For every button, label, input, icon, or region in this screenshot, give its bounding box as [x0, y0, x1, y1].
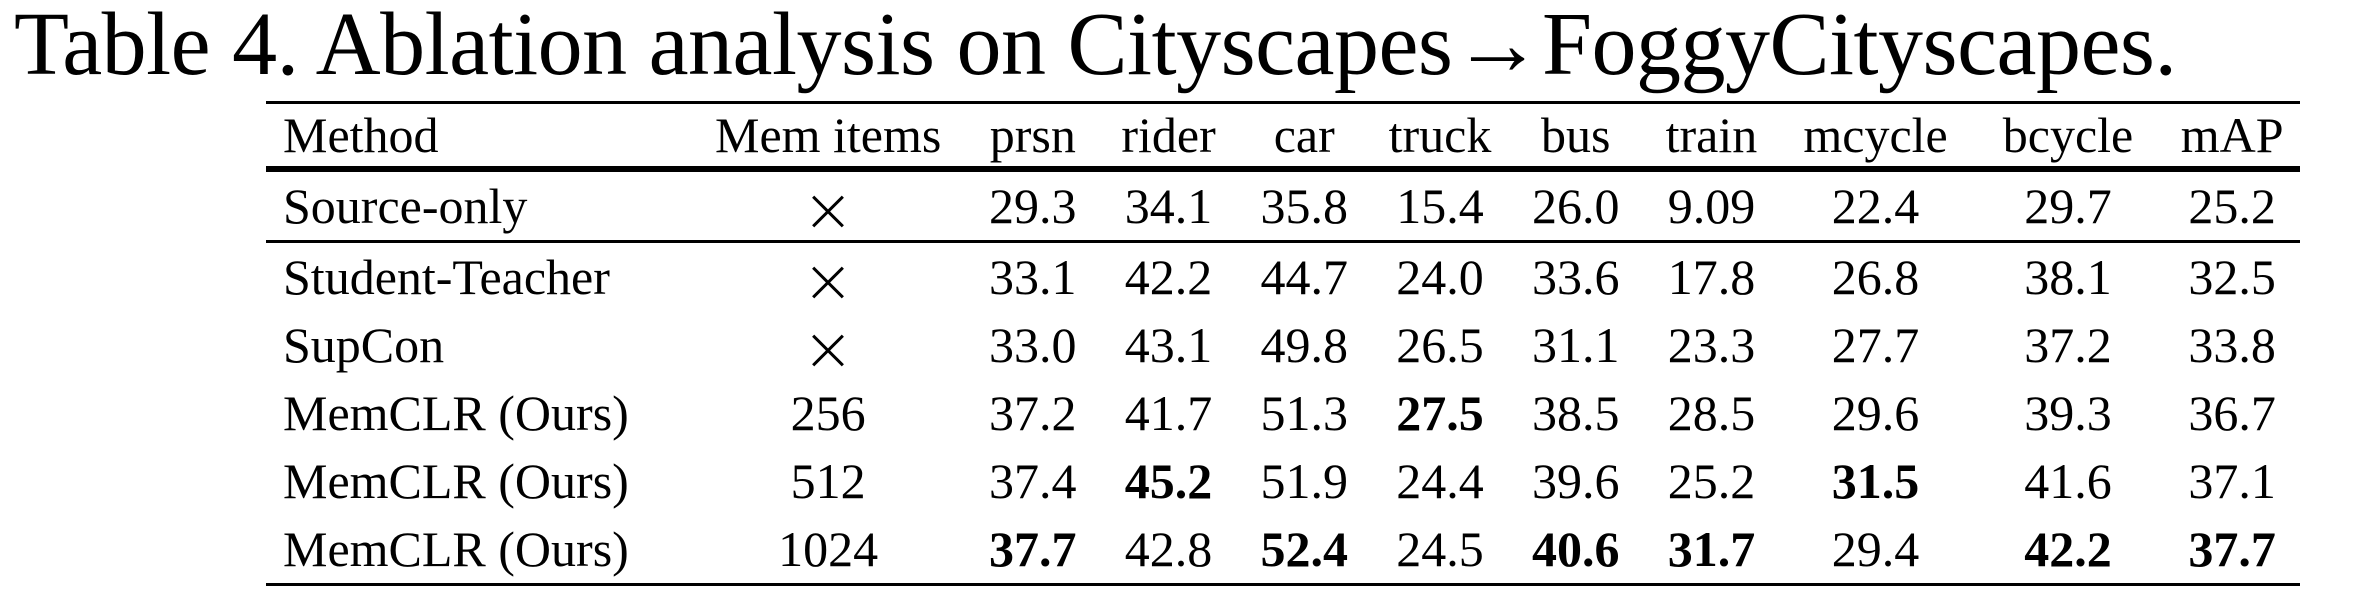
value-cell-bus: 26.0	[1531, 178, 1620, 234]
cross-icon	[811, 266, 845, 300]
method-cell: MemCLR (Ours)	[283, 385, 629, 441]
column-header-train: train	[1665, 107, 1758, 163]
mem-items-cell: 256	[790, 385, 866, 441]
value-cell-map: 25.2	[2188, 178, 2276, 234]
method-cell: MemCLR (Ours)	[283, 521, 629, 577]
mem-items-cell	[691, 242, 964, 312]
column-header-mem-items: Mem items	[714, 107, 942, 163]
table-row: MemCLR (Ours) 512 37.4 45.2 51.9 24.4 39.6 25.2…	[266, 447, 2300, 515]
value-cell-rider: 45.2	[1124, 453, 1213, 509]
value-cell-prsn: 33.1	[989, 249, 1077, 305]
table-caption: Table 4. Ablation analysis on Cityscapes…	[14, 0, 2177, 94]
ablation-table-container: Method Mem items prsn rider car truck bu…	[266, 101, 2300, 586]
value-cell-train: 25.2	[1667, 453, 1756, 509]
value-cell-bus: 33.6	[1531, 249, 1620, 305]
value-cell-rider: 34.1	[1124, 178, 1213, 234]
column-header-mcycle: mcycle	[1803, 107, 1948, 163]
value-cell-mcycle: 22.4	[1831, 178, 1920, 234]
column-header-bus: bus	[1540, 107, 1611, 163]
mem-items-cell	[691, 169, 964, 242]
column-header-truck: truck	[1388, 107, 1492, 163]
table-header-row: Method Mem items prsn rider car truck bu…	[266, 102, 2300, 170]
value-cell-car: 52.4	[1260, 521, 1349, 577]
table-body: Source-only 29.3 34.1 35.8 15.4 26.0 9.09 22.4 2…	[266, 169, 2300, 585]
value-cell-rider: 42.2	[1124, 249, 1213, 305]
value-cell-train: 31.7	[1667, 521, 1756, 577]
mem-items-cell	[691, 311, 964, 379]
column-header-bcycle: bcycle	[2002, 107, 2134, 163]
value-cell-prsn: 37.4	[989, 453, 1077, 509]
value-cell-car: 44.7	[1260, 249, 1349, 305]
value-cell-map: 36.7	[2188, 385, 2276, 441]
value-cell-car: 49.8	[1260, 317, 1349, 373]
cross-icon	[811, 195, 845, 229]
value-cell-prsn: 33.0	[989, 317, 1077, 373]
value-cell-mcycle: 31.5	[1831, 453, 1920, 509]
column-header-prsn: prsn	[989, 107, 1076, 163]
value-cell-truck: 24.4	[1396, 453, 1484, 509]
value-cell-train: 23.3	[1667, 317, 1756, 373]
value-cell-bcycle: 39.3	[2024, 385, 2112, 441]
method-cell: Source-only	[283, 178, 528, 234]
value-cell-bus: 39.6	[1531, 453, 1620, 509]
value-cell-prsn: 37.7	[989, 521, 1077, 577]
method-cell: SupCon	[283, 317, 445, 373]
value-cell-train: 17.8	[1667, 249, 1756, 305]
table-row: Student-Teacher 33.1 42.2 44.7 24.0 33.6 17.8 2…	[266, 241, 2300, 312]
value-cell-bus: 31.1	[1531, 317, 1620, 373]
value-cell-bcycle: 41.6	[2024, 453, 2112, 509]
value-cell-truck: 24.0	[1396, 249, 1484, 305]
value-cell-truck: 26.5	[1396, 317, 1484, 373]
value-cell-truck: 27.5	[1396, 385, 1484, 441]
value-cell-map: 37.1	[2188, 453, 2276, 509]
value-cell-train: 9.09	[1667, 178, 1756, 234]
value-cell-bus: 38.5	[1531, 385, 1620, 441]
value-cell-rider: 41.7	[1124, 385, 1213, 441]
ablation-table: Method Mem items prsn rider car truck bu…	[266, 101, 2300, 586]
value-cell-bcycle: 29.7	[2024, 178, 2112, 234]
column-header-rider: rider	[1121, 107, 1216, 163]
table-row: MemCLR (Ours) 256 37.2 41.7 51.3 27.5 38.5 28.5…	[266, 379, 2300, 447]
mem-items-cell: 1024	[778, 521, 879, 577]
value-cell-truck: 24.5	[1396, 521, 1484, 577]
value-cell-car: 51.3	[1260, 385, 1349, 441]
table-row: Source-only 29.3 34.1 35.8 15.4 26.0 9.09 22.4 2…	[266, 169, 2300, 242]
value-cell-mcycle: 27.7	[1831, 317, 1920, 373]
value-cell-mcycle: 26.8	[1831, 249, 1920, 305]
value-cell-map: 32.5	[2188, 249, 2276, 305]
method-cell: MemCLR (Ours)	[283, 453, 629, 509]
value-cell-map: 33.8	[2188, 317, 2276, 373]
value-cell-rider: 43.1	[1124, 317, 1213, 373]
table-row: MemCLR (Ours) 1024 37.7 42.8 52.4 24.5 40.6 31.…	[266, 515, 2300, 585]
value-cell-mcycle: 29.4	[1831, 521, 1920, 577]
method-cell: Student-Teacher	[283, 249, 610, 305]
value-cell-mcycle: 29.6	[1831, 385, 1920, 441]
value-cell-bcycle: 38.1	[2024, 249, 2112, 305]
table-row: SupCon 33.0 43.1 49.8 26.5 31.1 23.3 27.7 37.2 33…	[266, 311, 2300, 379]
value-cell-truck: 15.4	[1396, 178, 1484, 234]
value-cell-bus: 40.6	[1531, 521, 1620, 577]
value-cell-car: 35.8	[1260, 178, 1349, 234]
mem-items-cell: 512	[790, 453, 866, 509]
value-cell-train: 28.5	[1667, 385, 1756, 441]
value-cell-rider: 42.8	[1124, 521, 1213, 577]
value-cell-prsn: 37.2	[989, 385, 1077, 441]
column-header-map: mAP	[2180, 107, 2284, 163]
column-header-method: Method	[283, 107, 439, 163]
value-cell-bcycle: 42.2	[2024, 521, 2112, 577]
value-cell-car: 51.9	[1260, 453, 1349, 509]
value-cell-bcycle: 37.2	[2024, 317, 2112, 373]
cross-icon	[811, 334, 845, 368]
value-cell-prsn: 29.3	[989, 178, 1077, 234]
value-cell-map: 37.7	[2188, 521, 2276, 577]
column-header-car: car	[1273, 107, 1335, 163]
